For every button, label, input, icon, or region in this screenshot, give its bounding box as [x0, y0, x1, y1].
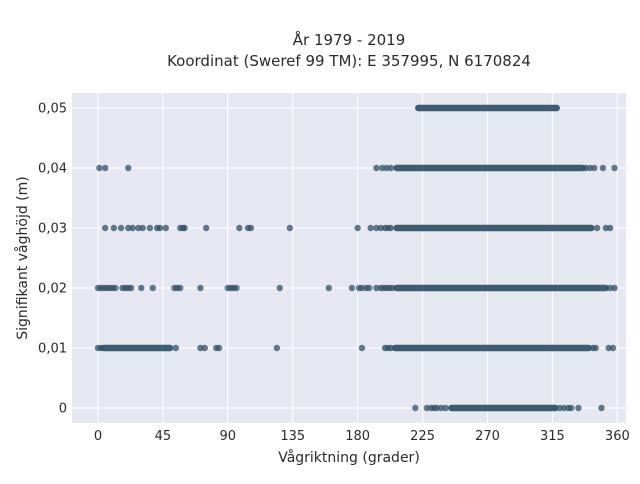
data-point [172, 344, 180, 352]
y-tick-label: 0,02 [38, 282, 67, 297]
x-tick-label: 135 [280, 429, 305, 444]
dense-point-cluster [448, 404, 559, 412]
data-point [373, 164, 380, 172]
data-point [129, 224, 136, 232]
data-point [181, 224, 188, 232]
data-point [97, 344, 105, 352]
dense-point-cluster [100, 344, 174, 352]
data-points [94, 104, 618, 412]
plot-area [72, 93, 626, 423]
data-point [592, 344, 599, 352]
x-tick-label: 180 [345, 429, 370, 444]
x-tick-label: 225 [410, 429, 435, 444]
data-point [247, 224, 255, 232]
data-point [609, 344, 617, 352]
data-point [593, 224, 601, 232]
data-point [202, 224, 210, 232]
data-point [354, 224, 361, 232]
data-point [101, 224, 109, 232]
dense-point-cluster [393, 224, 595, 232]
dense-point-cluster [415, 104, 560, 112]
data-point [358, 344, 366, 352]
data-point [412, 404, 419, 412]
dense-point-cluster [391, 344, 592, 352]
data-point [146, 224, 154, 232]
data-point [236, 224, 243, 232]
tick-labels: 0 45 90 135 180 225 270 315 360 0 0,01 0,02 0,03 0,04… [38, 102, 630, 445]
y-tick-label: 0,03 [38, 222, 67, 237]
data-point [567, 404, 575, 412]
data-point [611, 164, 618, 172]
data-point [387, 164, 395, 172]
data-point [177, 284, 184, 292]
x-tick-label: 0 [94, 429, 102, 444]
data-point [611, 284, 618, 292]
data-point [127, 284, 135, 292]
data-point [156, 224, 164, 232]
y-tick-label: 0,01 [38, 342, 67, 357]
data-point [233, 284, 240, 292]
data-point [365, 284, 373, 292]
data-point [112, 284, 119, 292]
data-point [215, 344, 223, 352]
chart-title-line1: År 1979 - 2019 [293, 30, 406, 49]
data-point [149, 284, 156, 292]
x-tick-label: 90 [220, 429, 237, 444]
data-point [162, 224, 169, 232]
x-tick-label: 270 [475, 429, 500, 444]
data-point [442, 404, 449, 412]
data-point [387, 224, 395, 232]
data-point [598, 404, 605, 412]
data-point [110, 224, 118, 232]
data-point [96, 164, 103, 172]
data-point [348, 284, 356, 292]
data-point [591, 164, 598, 172]
x-tick-label: 45 [155, 429, 172, 444]
data-point [273, 344, 281, 352]
data-point [387, 344, 395, 352]
y-tick-label: 0 [59, 402, 67, 417]
data-point [139, 224, 146, 232]
chart-title-line2: Koordinat (Sweref 99 TM): E 357995, N 61… [167, 52, 531, 70]
data-point [367, 224, 374, 232]
data-point [138, 284, 145, 292]
data-point [575, 404, 582, 412]
data-point [201, 344, 208, 352]
x-axis-label: Vågriktning (grader) [278, 449, 420, 466]
data-point [276, 284, 283, 292]
x-tick-label: 360 [605, 429, 630, 444]
x-tick-label: 315 [540, 429, 565, 444]
data-point [125, 164, 132, 172]
data-point [325, 284, 333, 292]
dense-point-cluster [393, 284, 610, 292]
y-axis-label: Signifikant våghöjd (m) [14, 176, 31, 339]
y-tick-label: 0,04 [38, 162, 67, 177]
data-point [606, 224, 614, 232]
y-tick-label: 0,05 [38, 102, 67, 117]
data-point [101, 164, 109, 172]
data-point [117, 224, 125, 232]
data-point [599, 164, 607, 172]
data-point [286, 224, 294, 232]
data-point [389, 284, 396, 292]
dense-point-cluster [393, 164, 586, 172]
data-point [197, 284, 204, 292]
